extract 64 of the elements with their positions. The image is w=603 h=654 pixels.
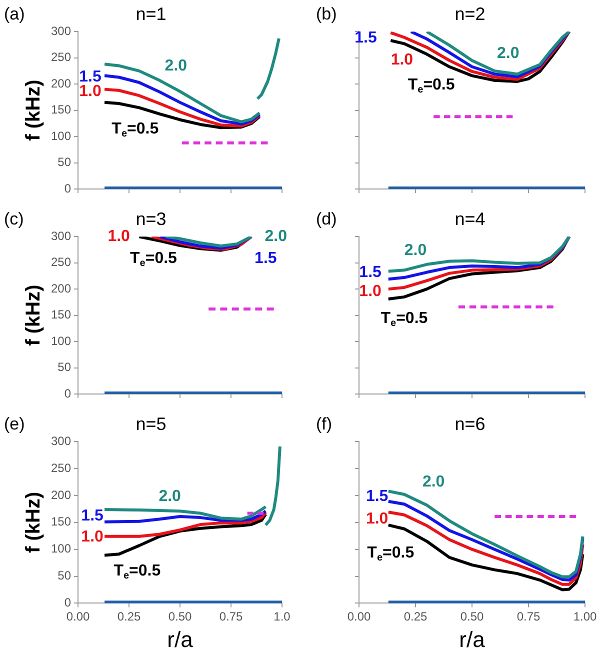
chart-title: n=5 (136, 414, 166, 434)
x-tick-label: 0.25 (117, 610, 142, 624)
series-label: 2.0 (264, 228, 288, 246)
y-tick-label: 200 (50, 281, 72, 296)
series-label: 1.0 (390, 51, 414, 68)
series-label: 1.0 (81, 528, 104, 546)
series-label: 2.0 (497, 45, 520, 62)
series-label: 1.5 (81, 507, 104, 524)
y-tick-label: 100 (50, 128, 72, 143)
series-label: 2.0 (158, 488, 182, 505)
y-tick-label: 200 (50, 488, 72, 502)
chart-title: n=4 (454, 208, 486, 229)
series-label: 2.0 (164, 58, 188, 75)
y-tick-label: 50 (58, 360, 72, 374)
text: (a) (4, 4, 25, 24)
y-tick-label: 250 (50, 255, 72, 270)
x-tick-label: 0.50 (460, 610, 484, 624)
x-tick-label: 0.75 (516, 610, 540, 624)
series-label: 1.0 (366, 510, 388, 528)
y-tick-label: 100 (50, 542, 72, 556)
y-tick-label: 150 (50, 514, 72, 529)
x-tick-label: 1.00 (573, 610, 597, 624)
y-tick-label: 50 (58, 568, 72, 583)
y-tick-label: 200 (50, 76, 72, 90)
y-tick-label: 150 (50, 102, 72, 117)
y-tick-label: 50 (58, 155, 72, 170)
y-tick-label: 100 (50, 334, 72, 348)
x-tick-label: 1.0 (274, 610, 291, 624)
y-tick-label: 250 (50, 50, 72, 64)
series-label: 1.5 (254, 250, 277, 268)
text: (c) (4, 210, 24, 229)
series-label: 1.0 (359, 283, 382, 300)
chart-title: n=2 (454, 4, 486, 24)
y-tick-label: 300 (50, 228, 72, 243)
x-axis-title: r/a (167, 626, 194, 652)
y-tick-label: 0 (64, 596, 72, 610)
text: (b) (316, 4, 337, 24)
series-label: 2.0 (404, 242, 427, 260)
y-tick-label: 150 (50, 308, 72, 322)
x-axis-title: r/a (459, 626, 486, 652)
y-tick-label: 300 (50, 24, 72, 38)
text: (e) (4, 414, 25, 434)
text: 1.5 (354, 29, 378, 46)
y-axis-title: f (kHz) (22, 284, 45, 346)
chart-title: n=3 (136, 208, 166, 229)
y-tick-label: 0 (64, 181, 72, 196)
y-axis-title: f (kHz) (22, 492, 45, 553)
series-label: 1.5 (366, 488, 388, 505)
y-axis-title: f (kHz) (22, 80, 45, 141)
text: (f) (316, 414, 332, 434)
x-tick-label: 0.00 (66, 610, 90, 624)
y-tick-label: 300 (50, 434, 72, 448)
x-tick-label: 0.00 (347, 610, 371, 624)
series-label: 1.5 (359, 264, 382, 282)
series-label: 2.0 (422, 473, 445, 490)
x-tick-label: 0.25 (404, 610, 428, 624)
x-tick-label: 0.50 (168, 610, 192, 624)
x-tick-label: 0.75 (219, 610, 244, 624)
y-tick-label: 0 (64, 386, 72, 400)
chart-title: n=6 (454, 414, 486, 434)
text: (d) (316, 210, 337, 229)
chart-title: n=1 (136, 4, 166, 24)
series-label: 1.0 (108, 228, 130, 246)
y-tick-label: 250 (50, 460, 72, 475)
